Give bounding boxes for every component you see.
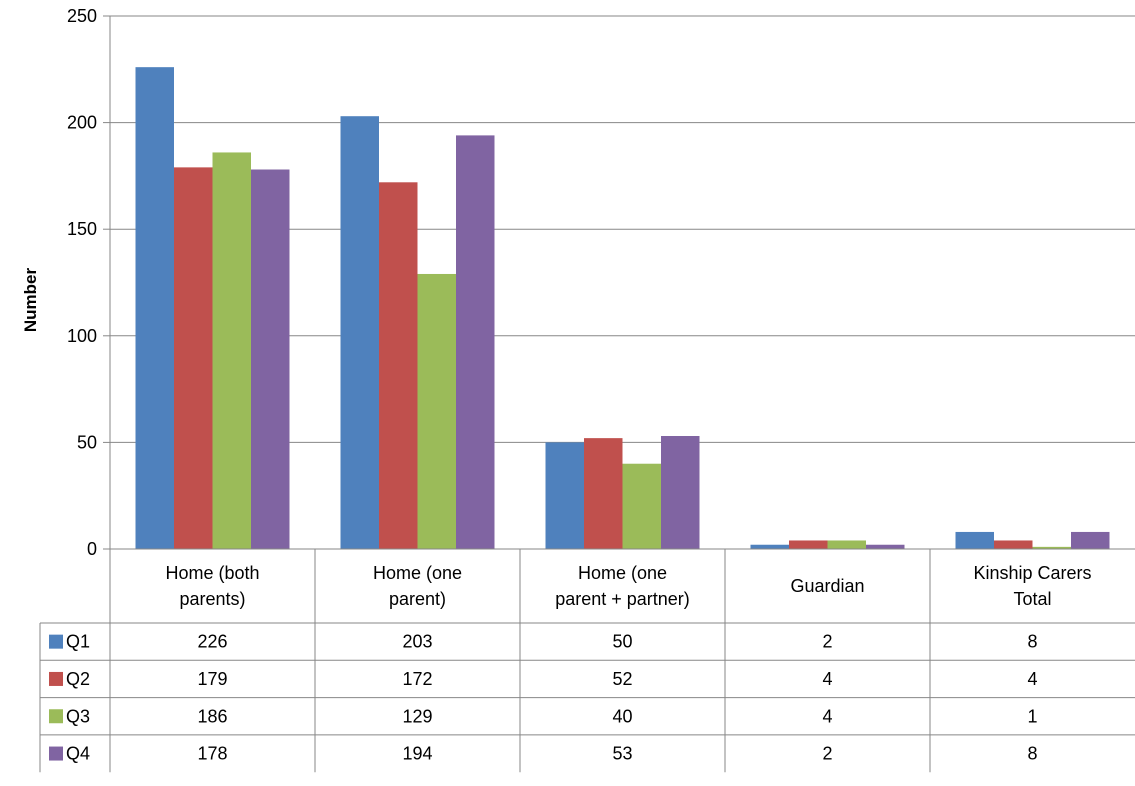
legend-label-q3: Q3 [66,706,90,726]
y-tick-label: 150 [67,219,97,239]
bar-q4-4 [1071,531,1110,549]
table-cell-value: 203 [402,632,432,652]
table-cell-value: 178 [197,744,227,764]
legend-key-q3 [49,709,63,724]
category-label: Guardian [790,576,864,596]
table-cell-value: 53 [612,744,632,764]
bar-q3-4 [1032,546,1071,549]
bars [135,67,1110,549]
y-tick-label: 0 [87,539,97,559]
y-tick-label: 200 [67,113,97,133]
y-tick-label: 250 [67,6,97,26]
bar-q1-0 [135,67,174,549]
table-cell-value: 129 [402,706,432,726]
legend-key-q1 [49,634,63,649]
bar-q2-0 [174,167,213,549]
legend-key-q2 [49,671,63,686]
y-tick-label: 50 [77,432,97,452]
category-label: Home (both parents) [165,563,259,609]
table-cell-value: 40 [612,706,632,726]
legend-label-q4: Q4 [66,744,90,764]
table-cell-value: 226 [197,632,227,652]
y-tick-label: 100 [67,326,97,346]
table-cell-value: 8 [1027,632,1037,652]
bar-q3-3 [827,540,866,549]
table-cell-value: 194 [402,744,432,764]
bar-q2-2 [584,438,623,549]
bar-q2-3 [789,540,828,549]
bar-q4-3 [866,544,905,549]
bar-q1-1 [340,116,379,549]
bar-q3-1 [417,273,456,549]
axes [103,15,111,550]
table-cell-value: 4 [822,669,832,689]
table-cell-value: 8 [1027,744,1037,764]
bar-q4-2 [661,436,700,549]
legend-label-q1: Q1 [66,632,90,652]
category-label: Kinship Carers Total [973,563,1091,609]
table-cell-value: 1 [1027,706,1037,726]
bar-q4-0 [251,169,290,549]
table-cell-value: 172 [402,669,432,689]
bar-q2-4 [994,540,1033,549]
category-label: Home (one parent) [373,563,462,609]
table-cell-value: 2 [822,632,832,652]
table-cell-value: 4 [822,706,832,726]
bar-q2-1 [379,182,418,549]
bar-q3-0 [212,152,251,549]
bar-q4-1 [456,135,495,549]
table-cell-value: 52 [612,669,632,689]
legend-label-q2: Q2 [66,669,90,689]
bar-q1-3 [750,544,789,549]
category-label: Home (one parent + partner) [555,563,690,609]
bar-q1-2 [545,442,584,549]
table-cell-value: 2 [822,744,832,764]
bar-q3-2 [622,463,661,549]
table-cell-value: 4 [1027,669,1037,689]
table-cell-value: 50 [612,632,632,652]
y-tick-labels: 0 50 100 150 200 250 [67,6,97,559]
bar-q1-4 [955,531,994,549]
legend-key-q4 [49,746,63,761]
table-cell-value: 179 [197,669,227,689]
y-axis-label: Number [21,268,40,333]
table-cell-value: 186 [197,706,227,726]
data-table: Home (both parents) Home (one parent) Home (… [39,548,1135,773]
